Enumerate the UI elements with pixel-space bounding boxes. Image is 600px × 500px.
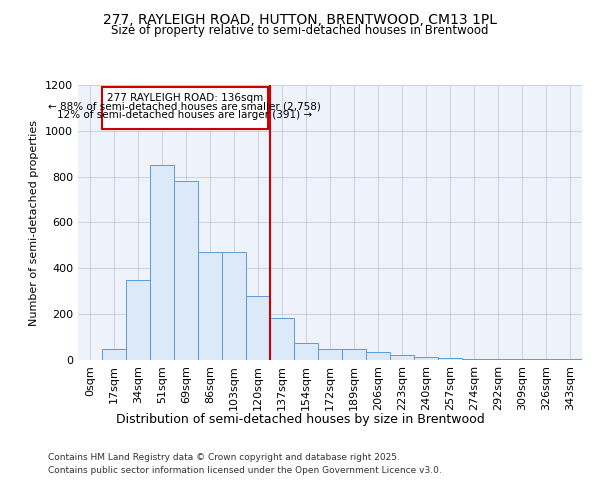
Y-axis label: Number of semi-detached properties: Number of semi-detached properties [29,120,40,326]
Bar [246,296,270,360]
Bar [462,359,486,360]
Bar [438,358,462,360]
Text: 12% of semi-detached houses are larger (391) →: 12% of semi-detached houses are larger (… [57,110,313,120]
Bar [318,348,342,360]
Bar [366,352,390,360]
Bar [534,359,558,360]
Text: Contains HM Land Registry data © Crown copyright and database right 2025.: Contains HM Land Registry data © Crown c… [48,452,400,462]
Bar [414,356,438,360]
Text: 277, RAYLEIGH ROAD, HUTTON, BRENTWOOD, CM13 1PL: 277, RAYLEIGH ROAD, HUTTON, BRENTWOOD, C… [103,12,497,26]
Bar [150,165,174,360]
Text: ← 88% of semi-detached houses are smaller (2,758): ← 88% of semi-detached houses are smalle… [49,102,321,112]
Text: Size of property relative to semi-detached houses in Brentwood: Size of property relative to semi-detach… [111,24,489,37]
Bar [294,343,318,360]
Bar [270,318,294,360]
Bar [126,280,150,360]
Bar [558,359,582,360]
Text: Contains public sector information licensed under the Open Government Licence v3: Contains public sector information licen… [48,466,442,475]
Bar [102,348,126,360]
Bar [342,348,366,360]
Bar [390,356,414,360]
Text: 277 RAYLEIGH ROAD: 136sqm: 277 RAYLEIGH ROAD: 136sqm [107,93,263,103]
Bar [486,359,510,360]
FancyBboxPatch shape [102,88,268,128]
Bar [174,181,198,360]
Bar [198,252,222,360]
Text: Distribution of semi-detached houses by size in Brentwood: Distribution of semi-detached houses by … [116,412,484,426]
Bar [222,252,246,360]
Bar [510,359,534,360]
